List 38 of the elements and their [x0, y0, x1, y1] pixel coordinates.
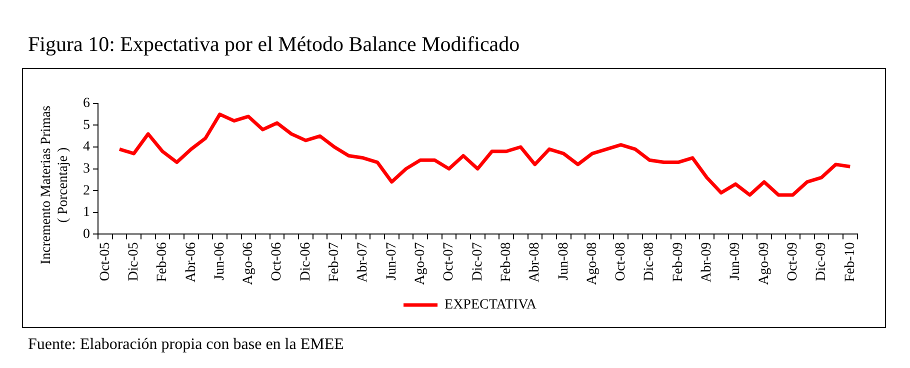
x-tick-label: Ago-09 [756, 242, 772, 286]
x-tick-label: Feb-08 [498, 242, 514, 282]
x-tick-label: Feb-10 [842, 242, 858, 282]
x-tick-label: Dic-07 [470, 242, 486, 282]
legend-label: EXPECTATIVA [444, 298, 538, 313]
x-tick-label: Abr-07 [356, 242, 371, 282]
x-tick-label: Oct-09 [785, 242, 800, 282]
x-tick-label: Oct-07 [442, 242, 457, 282]
x-tick-label: Abr-08 [528, 242, 543, 282]
x-tick-label: Dic-09 [814, 242, 830, 282]
y-tick-label: 6 [83, 96, 90, 112]
x-tick-label: Dic-08 [642, 242, 658, 282]
x-tick-label: Dic-06 [298, 242, 314, 282]
y-tick-label: 2 [83, 183, 90, 198]
x-tick-label: Oct-05 [98, 242, 113, 282]
y-tick-label: 3 [83, 161, 90, 176]
x-tick-label: Jun-09 [728, 242, 744, 280]
x-tick-label: Dic-05 [126, 242, 142, 282]
x-tick-label: Jun-08 [556, 242, 572, 280]
x-tick-label: Abr-06 [184, 242, 199, 282]
x-tick-label: Oct-06 [270, 242, 285, 282]
x-tick-label: Feb-06 [155, 242, 170, 282]
x-tick-label: Jun-07 [384, 242, 400, 280]
x-tick-label: Oct-08 [614, 242, 629, 282]
x-tick-label: Ago-06 [241, 242, 256, 286]
x-tick-label: Abr-09 [700, 242, 715, 282]
y-axis-title: Incremento Materias Primas ( Porcentaje ) [38, 106, 72, 264]
chart-title: Figura 10: Expectativa por el Método Balance Modificado [28, 32, 520, 57]
x-tick-label: Ago-08 [584, 242, 600, 286]
x-tick-label: Ago-07 [413, 242, 428, 286]
x-tick-label: Feb-09 [670, 242, 686, 282]
x-tick-label: Jun-06 [212, 242, 228, 280]
x-tick-label: Feb-07 [327, 242, 342, 282]
y-tick-label: 0 [83, 226, 90, 242]
source-note: Fuente: Elaboración propia con base en la EMEE [28, 336, 344, 354]
y-tick-label: 1 [83, 205, 90, 220]
y-tick-label: 4 [83, 140, 90, 155]
y-tick-label: 5 [83, 118, 90, 133]
